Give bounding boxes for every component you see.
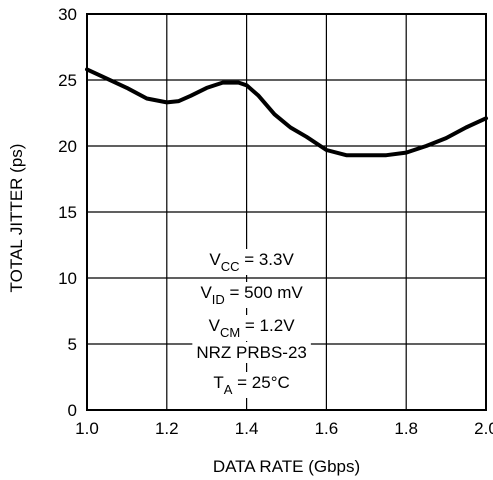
x-tick-label: 1.4 xyxy=(235,419,259,438)
y-tick-label: 10 xyxy=(58,269,77,288)
annotation-background xyxy=(204,315,300,341)
svg-text:VID = 500 mV: VID = 500 mV xyxy=(200,283,303,307)
annotation-background xyxy=(209,372,294,398)
y-tick-label: 15 xyxy=(58,203,77,222)
annotation-line: NRZ PRBS-23 xyxy=(192,342,311,363)
svg-text:VCM = 1.2V: VCM = 1.2V xyxy=(209,316,296,340)
x-tick-label: 1.6 xyxy=(315,419,339,438)
x-tick-label: 1.8 xyxy=(394,419,418,438)
y-tick-label: 25 xyxy=(58,71,77,90)
conditions-annotation: VCC = 3.3V VID = 500 mV VCM = 1.2V NRZ PRBS… xyxy=(192,249,311,398)
x-tick-label: 2.0 xyxy=(474,419,493,438)
x-tick-label: 1.2 xyxy=(155,419,179,438)
annotation-background xyxy=(192,342,311,363)
svg-text:NRZ PRBS-23: NRZ PRBS-23 xyxy=(196,343,307,362)
y-tick-label: 5 xyxy=(68,335,77,354)
y-axis-label: TOTAL JITTER (ps) xyxy=(7,144,26,293)
x-axis-label: DATA RATE (Gbps) xyxy=(213,457,360,476)
annotation-background xyxy=(205,249,299,275)
annotation-line: VCC = 3.3V xyxy=(205,249,299,275)
svg-text:TA = 25°C: TA = 25°C xyxy=(213,373,289,397)
annotation-line: VCM = 1.2V xyxy=(204,315,300,341)
plot-frame xyxy=(86,13,487,411)
series-layer xyxy=(85,67,488,158)
y-tick-label: 0 xyxy=(68,401,77,420)
svg-text:VCC = 3.3V: VCC = 3.3V xyxy=(209,250,294,274)
axis-ticks: 1.0 1.2 1.4 1.6 1.8 2.0 0 5 10 15 20 25 30 xyxy=(58,5,493,438)
annotation-background xyxy=(196,282,308,308)
jitter-series-line xyxy=(85,67,488,158)
annotation-line: VID = 500 mV xyxy=(196,282,308,308)
y-tick-label: 20 xyxy=(58,137,77,156)
y-tick-label: 30 xyxy=(58,5,77,24)
x-tick-label: 1.0 xyxy=(75,419,99,438)
annotation-line: TA = 25°C xyxy=(209,372,294,398)
